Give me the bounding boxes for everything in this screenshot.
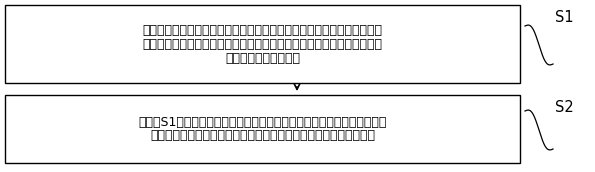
- Text: 绕组电阻，根据转子温度估算值查询转子永磁磁链随温度变化的表格，获: 绕组电阻，根据转子温度估算值查询转子永磁磁链随温度变化的表格，获: [142, 37, 383, 51]
- Bar: [5, 5, 520, 83]
- Bar: [5, 95, 520, 163]
- Text: 态方程的参数，采用递归最小二乘法对直轴电感和交轴电感进行辨识: 态方程的参数，采用递归最小二乘法对直轴电感和交轴电感进行辨识: [150, 129, 375, 142]
- Text: 得对应的转子永磁磁链: 得对应的转子永磁磁链: [225, 51, 300, 64]
- Text: S1: S1: [555, 9, 574, 24]
- Text: 将步骤S1获得的定子绕组电阻和转子永磁磁链作为内嵌式永磁同步电机状: 将步骤S1获得的定子绕组电阻和转子永磁磁链作为内嵌式永磁同步电机状: [138, 116, 387, 129]
- Text: 根据定子绕组温度查询定子绕组电阻随温度变化的表格，获得对应的定子: 根据定子绕组温度查询定子绕组电阻随温度变化的表格，获得对应的定子: [142, 24, 383, 36]
- Text: S2: S2: [555, 99, 574, 115]
